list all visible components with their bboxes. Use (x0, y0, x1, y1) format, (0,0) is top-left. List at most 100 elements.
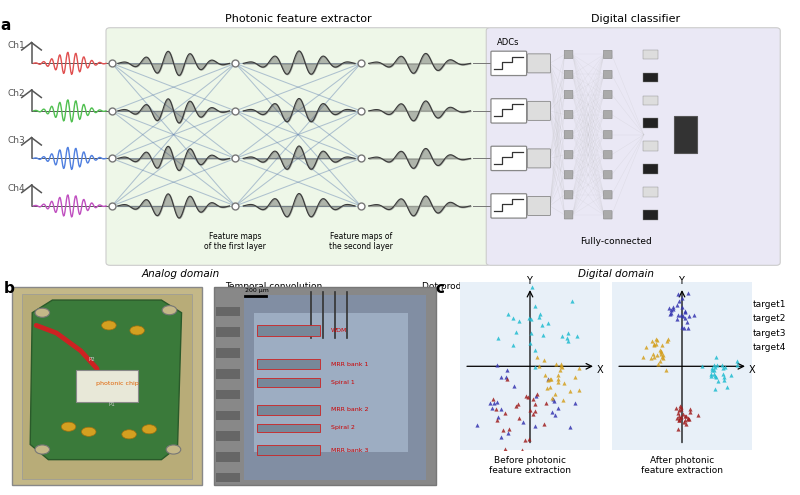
Bar (216, 442, 240, 451)
FancyBboxPatch shape (643, 164, 658, 174)
Point (529, 422, 542, 430)
Point (551, 371, 564, 379)
FancyBboxPatch shape (564, 91, 573, 99)
Bar (216, 348, 240, 358)
Text: MRR bank 3: MRR bank 3 (331, 447, 369, 452)
FancyBboxPatch shape (564, 211, 573, 219)
X-axis label: After photonic
feature extraction: After photonic feature extraction (641, 456, 723, 475)
Point (671, 425, 684, 433)
Point (543, 383, 556, 391)
FancyBboxPatch shape (527, 197, 550, 215)
Text: ADCs: ADCs (498, 38, 520, 47)
Point (656, 342, 669, 349)
Point (679, 420, 692, 428)
Point (709, 353, 722, 361)
Point (671, 311, 684, 319)
FancyBboxPatch shape (603, 191, 612, 199)
Point (657, 351, 670, 359)
Point (660, 338, 673, 346)
Text: Analog domain: Analog domain (142, 269, 220, 279)
Point (671, 409, 684, 417)
Circle shape (166, 445, 181, 454)
Point (682, 414, 694, 422)
Point (662, 304, 675, 312)
Point (676, 303, 689, 311)
Point (675, 294, 688, 302)
Point (679, 308, 692, 316)
FancyBboxPatch shape (491, 51, 526, 76)
Point (678, 416, 691, 424)
Point (540, 399, 553, 407)
Point (506, 341, 519, 349)
Point (566, 297, 579, 305)
Circle shape (102, 321, 116, 330)
Point (521, 393, 534, 400)
FancyBboxPatch shape (643, 96, 658, 105)
Point (677, 410, 690, 418)
Text: c: c (435, 281, 444, 296)
Point (664, 306, 677, 314)
Point (654, 349, 667, 357)
FancyBboxPatch shape (603, 150, 612, 159)
Point (681, 318, 694, 326)
Point (548, 390, 561, 398)
Point (501, 375, 514, 383)
Point (710, 373, 722, 381)
Point (706, 364, 718, 372)
Point (547, 397, 560, 405)
Point (682, 289, 694, 297)
Point (676, 323, 689, 331)
Point (708, 361, 721, 369)
Point (502, 425, 515, 433)
Point (682, 415, 694, 423)
Point (471, 421, 484, 429)
Circle shape (130, 326, 145, 335)
Point (502, 310, 514, 318)
Point (506, 314, 519, 322)
Point (683, 312, 696, 320)
Point (648, 341, 661, 349)
Point (673, 416, 686, 424)
Bar (216, 473, 240, 483)
Bar (216, 369, 240, 379)
Point (554, 366, 566, 374)
Point (524, 406, 537, 414)
Point (494, 405, 507, 413)
Text: P2: P2 (89, 357, 95, 362)
Point (654, 346, 666, 354)
FancyBboxPatch shape (564, 50, 573, 58)
Text: Ch2: Ch2 (8, 89, 26, 98)
Text: Y: Y (678, 276, 683, 286)
Point (555, 332, 568, 340)
FancyBboxPatch shape (76, 370, 138, 402)
Point (530, 390, 543, 398)
Text: P1: P1 (109, 402, 116, 407)
Bar (216, 296, 240, 306)
Point (718, 363, 731, 371)
Point (492, 334, 505, 342)
Point (637, 353, 650, 361)
Point (492, 413, 505, 421)
Point (501, 366, 514, 374)
FancyBboxPatch shape (22, 294, 192, 479)
Text: b: b (3, 281, 14, 296)
FancyBboxPatch shape (491, 194, 526, 218)
Text: Feature maps of
the second layer: Feature maps of the second layer (329, 232, 393, 251)
Text: photonic chip: photonic chip (96, 381, 138, 386)
Point (551, 375, 564, 383)
FancyBboxPatch shape (603, 70, 612, 79)
FancyBboxPatch shape (603, 171, 612, 179)
Point (542, 377, 554, 385)
Point (486, 404, 498, 412)
FancyBboxPatch shape (12, 288, 202, 485)
Point (494, 433, 507, 441)
Point (528, 363, 541, 371)
FancyBboxPatch shape (564, 150, 573, 159)
Point (664, 310, 677, 318)
Point (525, 283, 538, 291)
Circle shape (82, 427, 96, 437)
Point (529, 302, 542, 310)
Point (517, 418, 530, 426)
Text: X: X (597, 365, 604, 375)
Point (718, 376, 730, 384)
